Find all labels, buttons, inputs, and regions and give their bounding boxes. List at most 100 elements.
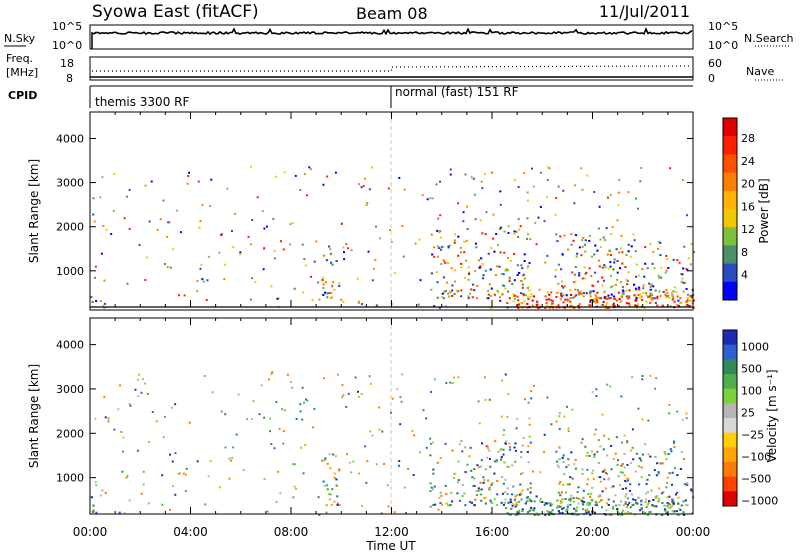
velocity-echo bbox=[511, 502, 514, 505]
power-echo bbox=[128, 188, 131, 191]
velocity-echo bbox=[668, 403, 671, 406]
power-echo bbox=[506, 269, 509, 272]
power-echo bbox=[93, 220, 96, 223]
power-echo bbox=[466, 228, 469, 231]
power-echo bbox=[601, 284, 604, 287]
power-echo bbox=[484, 233, 487, 236]
power-echo bbox=[590, 299, 593, 302]
power-echo bbox=[368, 188, 371, 191]
velocity-echo bbox=[468, 500, 472, 503]
power-echo bbox=[618, 178, 621, 181]
power-echo bbox=[667, 294, 670, 297]
power-echo bbox=[520, 280, 523, 283]
velocity-echo bbox=[526, 496, 529, 499]
power-echo bbox=[324, 291, 327, 294]
velocity-echo bbox=[559, 480, 562, 483]
velocity-echo bbox=[330, 503, 333, 506]
velocity-echo bbox=[653, 469, 656, 472]
power-echo bbox=[653, 267, 656, 270]
velocity-echo bbox=[625, 480, 628, 483]
velocity-echo bbox=[358, 472, 361, 475]
power-echo bbox=[430, 272, 434, 275]
velocity-echo bbox=[630, 493, 634, 496]
power-echo bbox=[557, 185, 560, 188]
power-echo bbox=[487, 297, 490, 300]
power-echo bbox=[597, 296, 601, 299]
velocity-echo bbox=[473, 477, 476, 480]
velocity-echo bbox=[391, 397, 394, 400]
power-echo bbox=[325, 259, 329, 262]
power-echo bbox=[439, 236, 443, 239]
power-echo bbox=[566, 298, 569, 301]
power-echo bbox=[682, 267, 685, 270]
power-echo bbox=[277, 297, 280, 300]
power-echo bbox=[273, 257, 276, 260]
power-echo bbox=[642, 284, 645, 287]
power-echo bbox=[574, 288, 577, 291]
power-echo bbox=[459, 251, 463, 254]
velocity-echo bbox=[571, 408, 574, 411]
power-echo bbox=[402, 255, 405, 258]
power-echo bbox=[523, 277, 526, 280]
velocity-echo bbox=[637, 483, 641, 486]
power-echo bbox=[557, 304, 560, 307]
power-echo bbox=[526, 306, 529, 309]
beam-label: Beam 08 bbox=[356, 4, 428, 23]
velocity-echo bbox=[502, 482, 505, 485]
power-echo bbox=[588, 239, 591, 242]
velocity-echo bbox=[604, 513, 608, 516]
velocity-echo bbox=[626, 463, 629, 466]
power-echo bbox=[561, 285, 564, 288]
velocity-echo bbox=[304, 398, 307, 401]
power-echo bbox=[306, 194, 309, 197]
velocity-echo bbox=[484, 468, 487, 471]
power-echo bbox=[453, 293, 456, 296]
power-echo bbox=[92, 213, 95, 216]
power-echo bbox=[436, 255, 439, 258]
velocity-echo bbox=[586, 508, 589, 511]
power-echo bbox=[679, 301, 682, 304]
power-echo bbox=[504, 287, 507, 290]
power-echo bbox=[679, 296, 682, 299]
power-echo bbox=[263, 247, 266, 250]
velocity-echo bbox=[323, 459, 326, 462]
velocity-echo bbox=[188, 421, 191, 424]
velocity-echo bbox=[515, 501, 518, 504]
velocity-echo bbox=[203, 374, 206, 377]
velocity-echo bbox=[654, 387, 657, 390]
power-echo bbox=[628, 289, 631, 292]
velocity-echo bbox=[147, 441, 150, 444]
velocity-echo bbox=[546, 396, 549, 399]
power-echo bbox=[328, 292, 331, 295]
power-echo bbox=[324, 281, 328, 284]
power-echo bbox=[635, 306, 638, 309]
power-echo bbox=[692, 306, 696, 309]
velocity-echo bbox=[669, 448, 672, 451]
power-echo bbox=[465, 239, 468, 242]
velocity-echo bbox=[509, 498, 512, 501]
power-colorbar-tick: 20 bbox=[741, 178, 755, 191]
nsky-tick-bottom: 10^0 bbox=[52, 39, 82, 52]
velocity-echo bbox=[378, 406, 381, 409]
velocity-echo bbox=[533, 513, 536, 516]
velocity-echo bbox=[90, 496, 93, 499]
power-echo bbox=[239, 253, 242, 256]
velocity-echo bbox=[494, 440, 497, 443]
power-echo bbox=[566, 248, 570, 251]
velocity-echo bbox=[629, 506, 632, 509]
power-echo bbox=[581, 188, 584, 191]
power-echo bbox=[526, 217, 529, 220]
power-echo bbox=[545, 302, 548, 305]
power-echo bbox=[326, 296, 329, 299]
power-echo bbox=[462, 220, 465, 223]
velocity-echo bbox=[439, 502, 442, 505]
velocity-colorbar-segment bbox=[723, 491, 737, 507]
freq-panel: Freq. [MHz] 18 8 60 0 Nave bbox=[6, 52, 785, 85]
velocity-echo bbox=[171, 460, 174, 463]
power-echo bbox=[665, 288, 668, 291]
power-echo bbox=[451, 284, 454, 287]
power-echo bbox=[308, 166, 311, 169]
velocity-echo bbox=[628, 489, 632, 492]
power-echo bbox=[617, 291, 620, 294]
